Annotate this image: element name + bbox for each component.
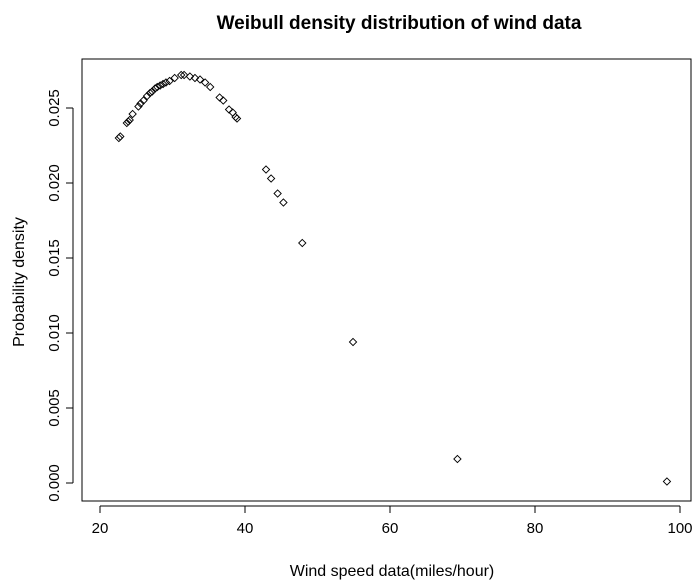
data-point (219, 96, 228, 105)
data-point (195, 75, 205, 84)
data-point (185, 72, 195, 81)
data-point (125, 115, 134, 125)
data-point (114, 133, 124, 143)
plot-frame (81, 58, 692, 502)
data-point (179, 70, 189, 80)
data-point (298, 238, 307, 248)
y-tick-label: 0.015 (46, 239, 63, 277)
x-tick-label: 40 (237, 520, 254, 537)
x-tick-label: 80 (527, 520, 544, 537)
y-tick-label: 0.010 (46, 314, 63, 352)
data-point (124, 117, 133, 126)
data-point (128, 109, 137, 119)
chart-title: Weibull density distribution of wind dat… (217, 13, 582, 34)
data-point (205, 82, 215, 92)
data-point (453, 454, 462, 464)
data-point (158, 79, 168, 89)
data-point (165, 76, 174, 86)
data-point (273, 189, 282, 198)
data-point (136, 99, 145, 108)
data-point (170, 73, 179, 83)
data-point (139, 96, 148, 105)
x-tick-label: 60 (382, 520, 399, 537)
data-point (266, 174, 276, 183)
y-tick-label: 0.020 (46, 164, 63, 202)
data-point (176, 70, 186, 80)
x-tick-label: 100 (667, 520, 692, 537)
x-axis-label: Wind speed data(miles/hour) (290, 563, 495, 580)
y-tick-label: 0.000 (46, 464, 63, 502)
y-tick-label: 0.005 (46, 389, 63, 427)
data-point (147, 87, 157, 96)
data-point (200, 78, 210, 87)
x-tick-label: 20 (92, 520, 109, 537)
data-point (145, 88, 155, 98)
data-point (348, 337, 358, 347)
x-axis: 20 40 60 80 100 (92, 505, 693, 537)
y-axis-label: Probability density (11, 217, 28, 347)
data-point (279, 198, 288, 207)
data-point (153, 82, 162, 92)
y-axis: 0.000 0.005 0.010 0.015 0.020 0.025 (46, 89, 74, 502)
data-point (161, 78, 171, 87)
data-point (231, 112, 240, 122)
data-point (150, 84, 160, 93)
y-tick-label: 0.025 (46, 89, 63, 127)
data-point (261, 165, 271, 174)
data-point (134, 102, 143, 111)
data-point (116, 132, 125, 141)
data-point (232, 114, 242, 123)
data-point (190, 73, 200, 83)
data-points (114, 70, 672, 486)
data-point (155, 81, 165, 90)
data-point (662, 477, 672, 486)
data-point (142, 91, 152, 101)
